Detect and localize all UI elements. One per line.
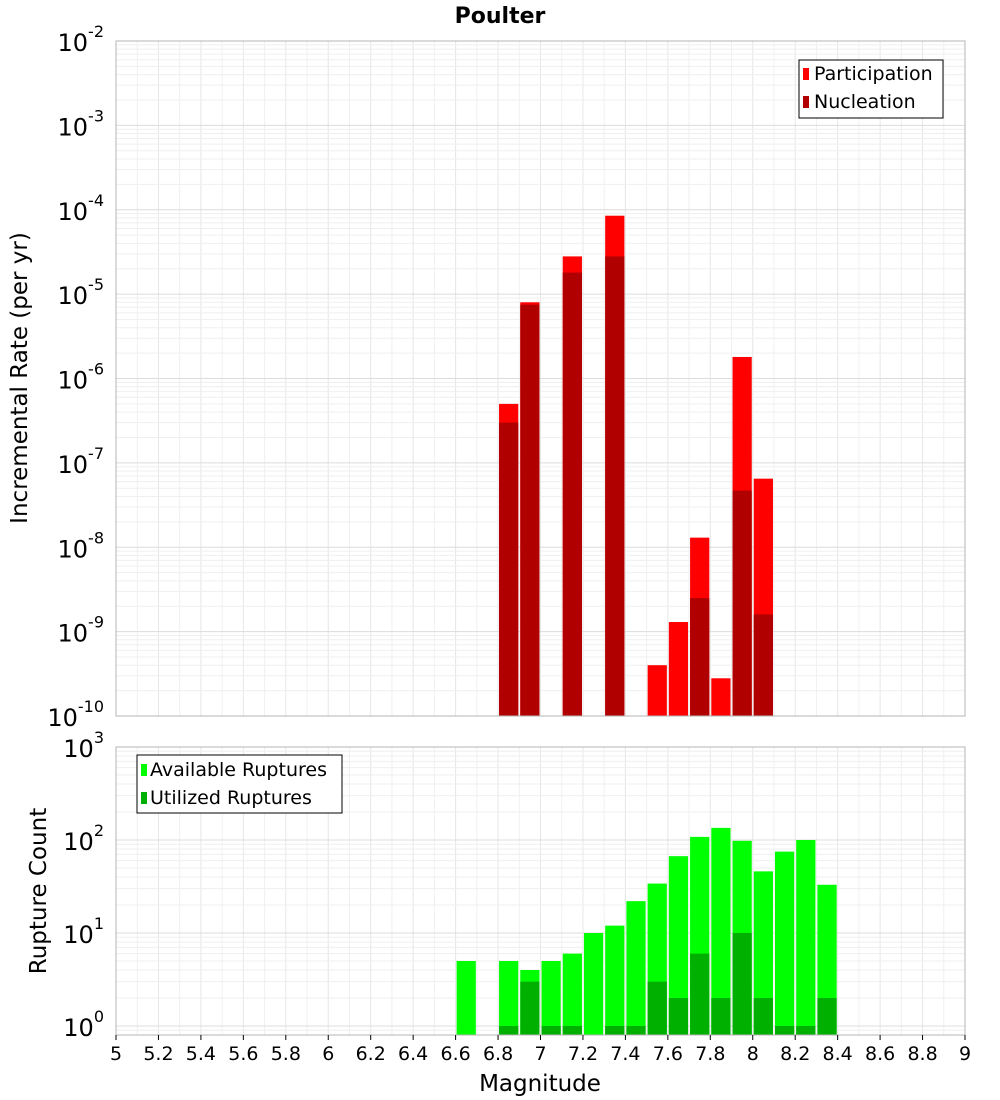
available-ruptures-bar — [668, 856, 689, 1035]
nucleation-bar — [520, 304, 540, 716]
rate-plot-frame — [115, 40, 966, 717]
participation-legend-swatch — [803, 68, 809, 80]
available-ruptures-bar — [817, 884, 837, 1035]
utilized-ruptures-bar — [626, 1025, 646, 1035]
nucleation-bar — [732, 490, 752, 716]
rate-legend: Participation Nucleation — [798, 59, 944, 119]
utilized-ruptures-bar — [520, 981, 540, 1035]
available-ruptures-bar — [774, 851, 795, 1035]
utilized-ruptures-bar — [796, 1025, 816, 1035]
nucleation-bar — [605, 256, 625, 716]
nucleation-bar — [690, 598, 710, 716]
x-tick-label: 8.4 — [823, 1043, 853, 1065]
available-ruptures-bar — [562, 953, 582, 1035]
x-tick-label: 5.2 — [143, 1043, 173, 1065]
x-tick-label: 8.8 — [907, 1043, 937, 1065]
utilized-ruptures-bar — [668, 997, 689, 1035]
x-tick-label: 8 — [747, 1043, 759, 1065]
nucleation-legend-label: Nucleation — [814, 91, 916, 113]
available-ruptures-legend-label: Available Ruptures — [150, 759, 327, 781]
chart-title: Poulter — [455, 4, 546, 29]
count-legend-box — [136, 754, 343, 814]
nucleation-bar — [753, 614, 773, 716]
nucleation-bar — [499, 422, 519, 716]
utilized-ruptures-bar — [690, 953, 710, 1035]
utilized-ruptures-legend-swatch — [141, 792, 147, 804]
magnitude-x-ticks: 5 5.2 5.4 5.6 5.8 6 6.2 6.4 6.6 6.8 7 7.2 7.4 7.6 7.8 8… — [110, 1035, 971, 1065]
x-tick-label: 9 — [959, 1043, 971, 1065]
x-tick-label: 5.8 — [271, 1043, 301, 1065]
available-ruptures-legend-swatch — [141, 764, 147, 776]
x-tick-label: 7.6 — [653, 1043, 683, 1065]
x-tick-label: 5.6 — [228, 1043, 258, 1065]
available-ruptures-bar — [541, 960, 561, 1035]
x-tick-label: 7.8 — [695, 1043, 725, 1065]
available-ruptures-bar — [583, 932, 604, 1035]
participation-bar — [711, 678, 731, 716]
x-tick-label: 6.2 — [356, 1043, 386, 1065]
utilized-ruptures-bar — [732, 932, 752, 1035]
x-tick-label: 6 — [322, 1043, 334, 1065]
available-ruptures-bar — [605, 925, 625, 1035]
nucleation-bar — [562, 272, 582, 716]
count-legend: Available Ruptures Utilized Ruptures — [136, 754, 343, 814]
utilized-ruptures-bar — [499, 1025, 519, 1035]
participation-legend-label: Participation — [814, 63, 933, 85]
utilized-ruptures-bar — [562, 1025, 582, 1035]
available-ruptures-bar — [499, 960, 519, 1035]
x-tick-label: 5 — [110, 1043, 122, 1065]
utilized-ruptures-legend-label: Utilized Ruptures — [150, 787, 312, 809]
rate-y-axis-title: Incremental Rate (per yr) — [7, 232, 33, 524]
x-tick-label: 7 — [534, 1043, 546, 1065]
utilized-ruptures-bar — [711, 997, 731, 1035]
utilized-ruptures-bar — [647, 981, 667, 1035]
rate-bars — [499, 215, 773, 717]
available-ruptures-bar — [711, 827, 731, 1035]
count-y-axis-title: Rupture Count — [26, 808, 52, 974]
available-ruptures-bar — [753, 871, 773, 1035]
utilized-ruptures-bar — [541, 1025, 561, 1035]
x-tick-label: 5.4 — [186, 1043, 216, 1065]
nucleation-legend-swatch — [803, 96, 809, 108]
participation-bar — [647, 665, 667, 716]
utilized-ruptures-bar — [817, 997, 837, 1035]
x-tick-label: 6.6 — [440, 1043, 470, 1065]
rate-legend-box — [798, 59, 944, 119]
utilized-ruptures-bar — [774, 1025, 795, 1035]
count-bars — [456, 827, 837, 1035]
x-tick-label: 8.6 — [865, 1043, 895, 1065]
x-tick-label: 7.4 — [610, 1043, 640, 1065]
utilized-ruptures-bar — [753, 997, 773, 1035]
x-tick-label: 6.8 — [483, 1043, 513, 1065]
utilized-ruptures-bar — [605, 1025, 625, 1035]
x-tick-label: 8.2 — [780, 1043, 810, 1065]
x-tick-label: 6.4 — [398, 1043, 428, 1065]
available-ruptures-bar — [626, 901, 646, 1035]
participation-bar — [668, 622, 689, 716]
x-tick-label: 7.2 — [568, 1043, 598, 1065]
rate-grid — [115, 40, 966, 717]
x-axis-title: Magnitude — [479, 1071, 601, 1097]
available-ruptures-bar — [796, 839, 816, 1035]
available-ruptures-bar — [456, 960, 476, 1035]
